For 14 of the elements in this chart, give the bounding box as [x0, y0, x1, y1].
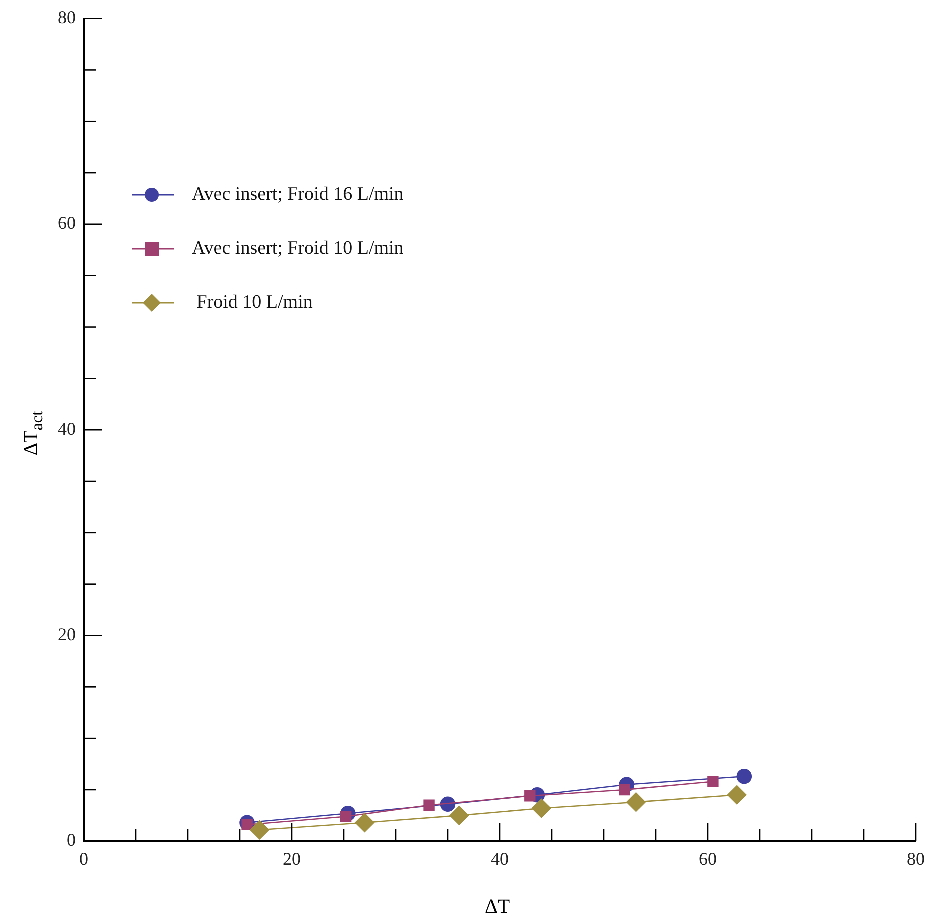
- x-tick-label: 20: [283, 848, 301, 869]
- y-tick-label: 40: [58, 418, 76, 439]
- legend-label: Avec insert; Froid 16 L/min: [192, 184, 404, 206]
- y-tick-label: 80: [58, 8, 76, 28]
- legend-label: Froid 10 L/min: [196, 292, 313, 314]
- y-tick-label: 0: [67, 830, 76, 850]
- x-axis-title: ΔT: [485, 896, 510, 919]
- y-tick-label: 20: [58, 624, 76, 644]
- x-tick-label: 80: [907, 848, 925, 869]
- x-tick-label: 60: [699, 848, 717, 869]
- legend-label: Avec insert; Froid 10 L/min: [192, 238, 404, 260]
- x-tick-label: 0: [80, 848, 88, 869]
- y-tick-label: 60: [58, 213, 76, 234]
- x-tick-label: 40: [491, 848, 509, 869]
